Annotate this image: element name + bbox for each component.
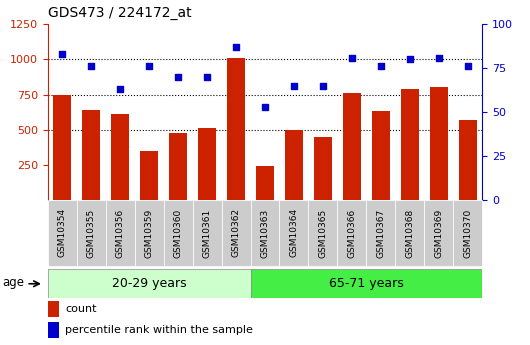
Point <box>87 63 95 69</box>
Bar <box>164 200 192 266</box>
Point <box>377 63 385 69</box>
Bar <box>77 200 105 266</box>
Point <box>145 63 153 69</box>
Text: GSM10370: GSM10370 <box>463 208 472 257</box>
Point <box>319 83 327 89</box>
Text: GDS473 / 224172_at: GDS473 / 224172_at <box>48 6 191 20</box>
Text: GSM10359: GSM10359 <box>145 208 154 257</box>
Bar <box>366 200 395 266</box>
Bar <box>170 132 187 200</box>
Point <box>203 74 211 80</box>
Point <box>261 104 269 110</box>
Bar <box>343 93 360 200</box>
Text: GSM10363: GSM10363 <box>261 208 269 257</box>
Bar <box>257 166 273 200</box>
Text: GSM10369: GSM10369 <box>435 208 443 257</box>
Text: GSM10362: GSM10362 <box>232 208 241 257</box>
Bar <box>372 111 390 200</box>
Bar <box>222 200 251 266</box>
Bar <box>279 200 308 266</box>
Bar <box>251 200 279 266</box>
Bar <box>111 114 129 200</box>
Text: GSM10356: GSM10356 <box>116 208 125 257</box>
Bar <box>83 110 100 200</box>
Text: GSM10354: GSM10354 <box>58 208 67 257</box>
Text: count: count <box>65 304 96 314</box>
Point <box>58 51 66 57</box>
Bar <box>198 128 216 200</box>
Bar <box>314 137 332 200</box>
Text: GSM10361: GSM10361 <box>202 208 211 257</box>
Bar <box>105 200 135 266</box>
Bar <box>285 130 303 200</box>
Point <box>348 55 356 60</box>
Bar <box>48 200 77 266</box>
Bar <box>251 269 482 298</box>
Bar <box>192 200 222 266</box>
Text: 65-71 years: 65-71 years <box>329 277 404 290</box>
Point <box>174 74 182 80</box>
Bar <box>395 200 425 266</box>
Bar <box>227 58 245 200</box>
Text: percentile rank within the sample: percentile rank within the sample <box>65 325 253 335</box>
Text: GSM10366: GSM10366 <box>348 208 356 257</box>
Bar <box>401 89 419 200</box>
Bar <box>308 200 338 266</box>
Bar <box>338 200 366 266</box>
Text: GSM10355: GSM10355 <box>87 208 95 257</box>
Bar <box>48 269 251 298</box>
Point <box>435 55 443 60</box>
Text: GSM10368: GSM10368 <box>405 208 414 257</box>
Text: age: age <box>2 276 24 289</box>
Text: 20-29 years: 20-29 years <box>112 277 187 290</box>
Point <box>116 87 125 92</box>
Bar <box>425 200 453 266</box>
Bar <box>135 200 164 266</box>
Bar <box>48 322 58 338</box>
Text: GSM10360: GSM10360 <box>174 208 182 257</box>
Point <box>464 63 472 69</box>
Bar <box>140 151 158 200</box>
Bar <box>453 200 482 266</box>
Text: GSM10367: GSM10367 <box>376 208 385 257</box>
Point <box>232 44 240 50</box>
Bar <box>459 120 476 200</box>
Point <box>405 57 414 62</box>
Point <box>290 83 298 89</box>
Text: GSM10364: GSM10364 <box>289 208 298 257</box>
Bar <box>54 95 71 200</box>
Bar <box>430 88 447 200</box>
Text: GSM10365: GSM10365 <box>319 208 328 257</box>
Bar <box>48 301 58 317</box>
